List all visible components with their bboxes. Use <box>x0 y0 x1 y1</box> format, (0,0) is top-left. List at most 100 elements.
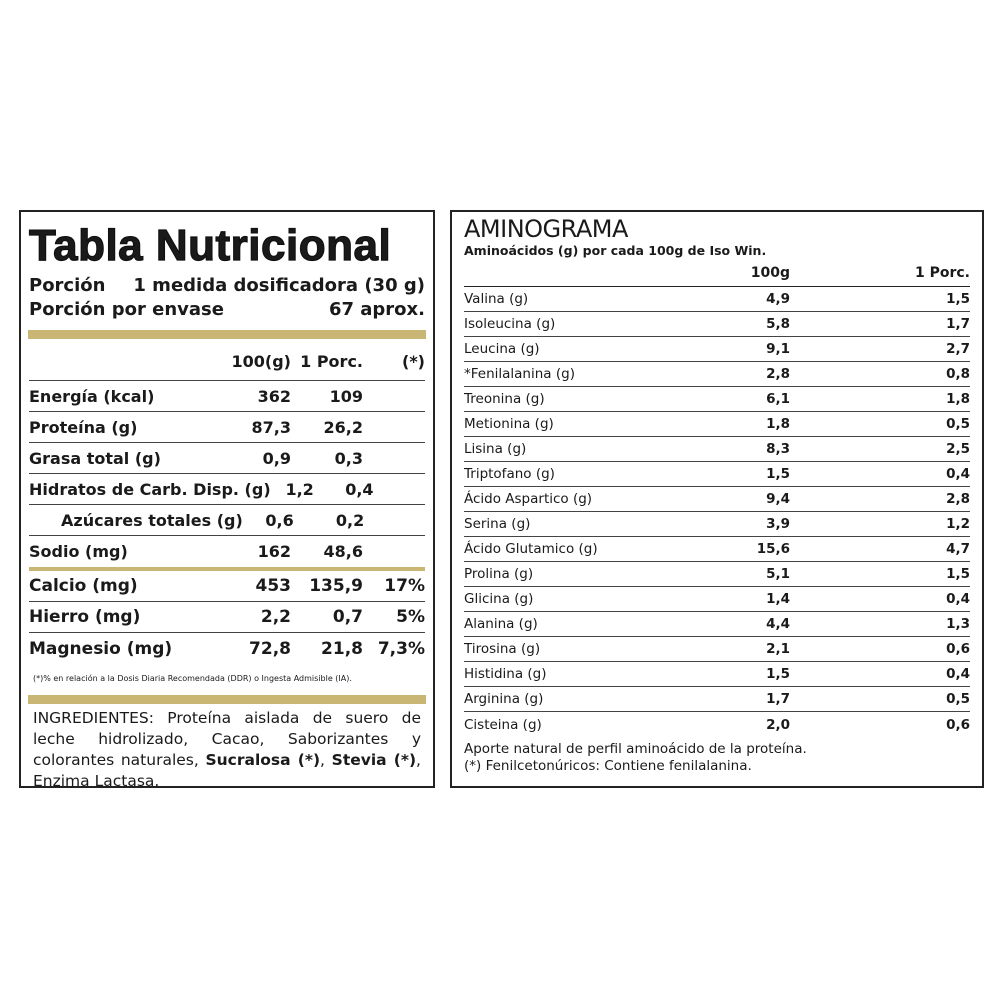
nutrition-row: Calcio (mg) 453 135,9 17% <box>29 571 425 602</box>
nutrition-row: Proteína (g) 87,3 26,2 <box>29 412 425 443</box>
value-portion: 26,2 <box>323 417 363 437</box>
amino-name: Leucina (g) <box>464 341 540 357</box>
amino-name: Serina (g) <box>464 516 531 532</box>
amino-row: Prolina (g) 5,1 1,5 <box>464 562 970 587</box>
nutrition-row: Sodio (mg) 162 48,6 <box>29 536 425 567</box>
value-100g: 1,4 <box>766 591 790 607</box>
nutrient-name: Hierro (mg) <box>29 607 141 627</box>
amino-name: Ácido Aspartico (g) <box>464 491 593 507</box>
value-100g: 9,4 <box>766 491 790 507</box>
value-portion: 0,6 <box>946 716 970 733</box>
value-100g: 2,0 <box>766 716 790 733</box>
gold-divider <box>29 567 425 571</box>
value-100g: 1,8 <box>766 416 790 432</box>
amino-name: Ácido Glutamico (g) <box>464 541 598 557</box>
amino-name: Metionina (g) <box>464 416 554 432</box>
nutrient-name: Energía (kcal) <box>29 386 155 406</box>
value-100g: 0,9 <box>262 448 291 468</box>
footnote: (*)% en relación a la Dosis Diaria Recom… <box>33 674 352 683</box>
value-portion: 4,7 <box>946 541 970 557</box>
amino-row: Treonina (g) 6,1 1,8 <box>464 387 970 412</box>
nutrition-row: Hierro (mg) 2,2 0,7 5% <box>29 602 425 633</box>
amino-name: Glicina (g) <box>464 591 534 607</box>
amino-row: Glicina (g) 1,4 0,4 <box>464 587 970 612</box>
value-100g: 2,8 <box>766 366 790 382</box>
amino-row: Metionina (g) 1,8 0,5 <box>464 412 970 437</box>
value-100g: 4,9 <box>766 291 790 307</box>
nutrition-table-panel: Tabla Nutricional Porción 1 medida dosif… <box>19 210 435 790</box>
value-portion: 2,8 <box>946 491 970 507</box>
amino-row: Histidina (g) 1,5 0,4 <box>464 662 970 687</box>
value-portion: 109 <box>329 386 363 406</box>
value-portion: 1,8 <box>946 391 970 407</box>
value-100g: 1,5 <box>766 466 790 482</box>
ingredients: INGREDIENTES: Proteína aislada de suero … <box>33 709 421 790</box>
amino-name: Cisteina (g) <box>464 716 542 733</box>
value-100g: 2,1 <box>766 641 790 657</box>
nutrition-header-row: 100(g) 1 Porc. (*) <box>29 339 425 381</box>
amino-row: Cisteina (g) 2,0 0,6 <box>464 712 970 737</box>
amino-row: *Fenilalanina (g) 2,8 0,8 <box>464 362 970 387</box>
header-porcion: 1 Porc. <box>300 352 363 371</box>
header-ddr: (*) <box>402 352 425 371</box>
amino-name: Arginina (g) <box>464 691 544 707</box>
amino-name: Isoleucina (g) <box>464 316 556 332</box>
nutrition-title: Tabla Nutricional <box>28 221 392 270</box>
value-100g: 362 <box>257 386 291 406</box>
per-pack-row: Porción por envase 67 aprox. <box>29 298 425 322</box>
per-pack-value: 67 aprox. <box>328 299 425 320</box>
nutrient-name: Calcio (mg) <box>29 576 138 596</box>
nutrient-name: Grasa total (g) <box>29 448 161 468</box>
value-portion: 0,5 <box>946 691 970 707</box>
amino-name: Lisina (g) <box>464 441 527 457</box>
nutrition-row: Magnesio (mg) 72,8 21,8 7,3% <box>29 633 425 664</box>
value-portion: 1,5 <box>946 566 970 582</box>
nutrient-name: Hidratos de Carb. Disp. (g) <box>29 479 271 499</box>
value-100g: 6,1 <box>766 391 790 407</box>
value-ddr: 7,3% <box>377 638 425 659</box>
value-portion: 1,3 <box>946 616 970 632</box>
value-100g: 15,6 <box>756 541 790 557</box>
value-portion: 0,4 <box>345 479 374 499</box>
amino-name: Histidina (g) <box>464 666 547 682</box>
value-100g: 87,3 <box>251 417 291 437</box>
amino-row: Isoleucina (g) 5,8 1,7 <box>464 312 970 337</box>
aminogram-subtitle: Aminoácidos (g) por cada 100g de Iso Win… <box>464 243 767 258</box>
value-portion: 0,5 <box>946 416 970 432</box>
portion-value: 1 medida dosificadora (30 g) <box>133 275 425 296</box>
value-100g: 2,2 <box>260 607 291 627</box>
gold-divider <box>28 695 426 704</box>
value-portion: 0,3 <box>334 448 363 468</box>
aminogram-header-row: 100g 1 Porc. <box>464 259 970 287</box>
header-100g: 100(g) <box>231 352 291 371</box>
value-100g: 72,8 <box>249 638 291 659</box>
amino-row: Serina (g) 3,9 1,2 <box>464 512 970 537</box>
amino-name: Tirosina (g) <box>464 641 541 657</box>
value-portion: 0,4 <box>946 666 970 682</box>
value-portion: 21,8 <box>321 638 363 659</box>
amino-name: Alanina (g) <box>464 616 538 632</box>
value-100g: 453 <box>255 576 292 596</box>
value-portion: 1,2 <box>946 516 970 532</box>
nutrition-row: Grasa total (g) 0,9 0,3 <box>29 443 425 474</box>
nutrient-name: Proteína (g) <box>29 417 138 437</box>
value-100g: 8,3 <box>766 441 790 457</box>
amino-row: Arginina (g) 1,7 0,5 <box>464 687 970 712</box>
amino-name: *Fenilalanina (g) <box>464 366 575 382</box>
value-portion: 0,2 <box>335 510 365 530</box>
value-portion: 1,7 <box>946 316 970 332</box>
value-portion: 0,6 <box>946 641 970 657</box>
value-100g: 0,6 <box>265 510 294 530</box>
gold-divider <box>28 330 426 339</box>
value-ddr: 17% <box>384 576 425 596</box>
nutrient-name: Magnesio (mg) <box>29 638 173 659</box>
amino-row: Leucina (g) 9,1 2,7 <box>464 337 970 362</box>
value-100g: 1,5 <box>766 666 790 682</box>
amino-name: Treonina (g) <box>464 391 545 407</box>
value-portion: 0,4 <box>946 591 970 607</box>
header-porcion: 1 Porc. <box>914 264 970 281</box>
amino-row: Tirosina (g) 2,1 0,6 <box>464 637 970 662</box>
value-100g: 3,9 <box>766 516 790 532</box>
amino-row: Triptofano (g) 1,5 0,4 <box>464 462 970 487</box>
value-portion: 2,7 <box>946 341 970 357</box>
